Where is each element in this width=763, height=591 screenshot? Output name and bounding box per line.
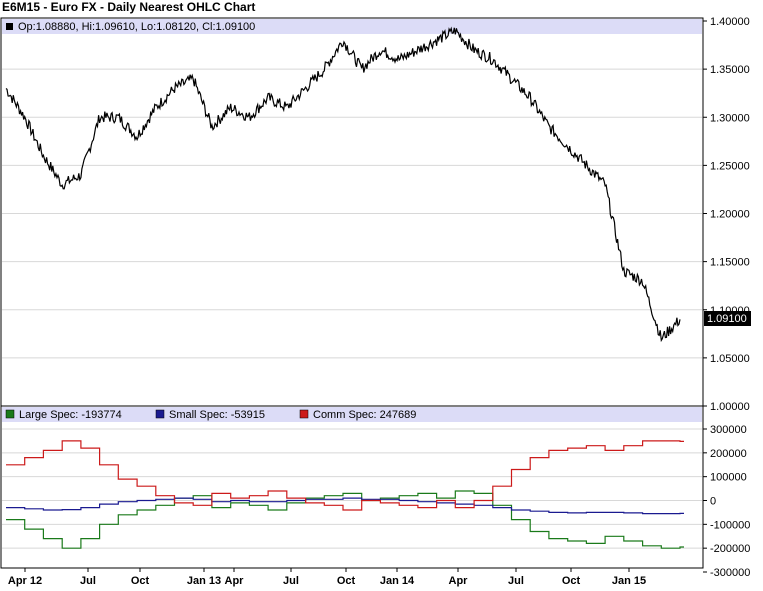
- price-panel-frame: [0, 17, 704, 407]
- price-axis: 1.40000 1.35000 1.30000 1.25000 1.20000 1.150…: [703, 16, 750, 413]
- cot-line-small-spec: [6, 497, 684, 515]
- x-tick-label: Jan 14: [380, 575, 415, 587]
- x-tick-label: Apr 12: [8, 575, 42, 587]
- cot-gridlines: [2, 428, 702, 549]
- chart-title: E6M15 - Euro FX - Daily Nearest OHLC Cha…: [2, 0, 256, 14]
- last-value-box: [704, 311, 751, 326]
- x-tick-label: Oct: [562, 575, 581, 587]
- cot-legend: Large Spec: -193774 Small Spec: -53915 Com…: [5, 409, 416, 421]
- x-tick-label: Apr: [225, 575, 245, 587]
- price-info-band: [2, 19, 702, 34]
- x-tick-label: Jul: [508, 575, 524, 587]
- x-tick-label: Apr: [449, 575, 469, 587]
- price-tick-label: 1.00000: [710, 401, 750, 413]
- price-tick-label: 1.20000: [710, 209, 750, 221]
- price-tick-label: 1.30000: [710, 112, 750, 124]
- cot-tick-label: -200000: [710, 543, 750, 555]
- legend-label: Comm Spec: 247689: [313, 409, 416, 421]
- price-gridlines: [2, 68, 702, 359]
- cot-panel-frame: [0, 405, 704, 569]
- x-tick-label: Oct: [131, 575, 150, 587]
- cot-tick-label: -100000: [710, 519, 750, 531]
- cot-tick-label: -300000: [710, 567, 750, 579]
- price-series: [5, 26, 681, 343]
- legend-swatch: [5, 409, 15, 419]
- cot-tick-label: 100000: [710, 472, 747, 484]
- price-line: [5, 26, 681, 343]
- price-tick-label: 1.40000: [710, 16, 750, 28]
- ohlc-label: Op:1.08880, Hi:1.09610, Lo:1.08120, Cl:1…: [18, 21, 255, 33]
- x-axis: Apr 12 Jul Oct Jan 13 Apr Jul Oct Jan 14 Apr Jul O…: [8, 568, 646, 587]
- legend-label: Small Spec: -53915: [169, 409, 265, 421]
- cot-tick-label: 300000: [710, 424, 747, 436]
- price-tick-label: 1.35000: [710, 64, 750, 76]
- cot-line-large-spec: [6, 490, 684, 549]
- price-tick-label: 1.05000: [710, 353, 750, 365]
- legend-swatch: [155, 409, 165, 419]
- cot-series: [6, 440, 684, 549]
- legend-label: Large Spec: -193774: [19, 409, 122, 421]
- ohlc-marker: [6, 23, 13, 30]
- x-tick-label: Jan 13: [187, 575, 221, 587]
- last-value-label: 1.09100: [707, 313, 747, 325]
- price-tick-label: 1.25000: [710, 160, 750, 172]
- x-tick-label: Jul: [283, 575, 299, 587]
- price-tick-label: 1.15000: [710, 257, 750, 269]
- x-tick-label: Oct: [337, 575, 356, 587]
- legend-swatch: [299, 409, 309, 419]
- x-tick-label: Jan 15: [612, 575, 646, 587]
- cot-legend-band: [2, 407, 702, 422]
- cot-tick-label: 200000: [710, 448, 747, 460]
- x-tick-label: Jul: [80, 575, 96, 587]
- cot-axis: 300000 200000 100000 0 -100000 -200000 -300000: [703, 424, 750, 579]
- cot-tick-label: 0: [710, 496, 716, 508]
- cot-line-comm-spec: [6, 440, 684, 511]
